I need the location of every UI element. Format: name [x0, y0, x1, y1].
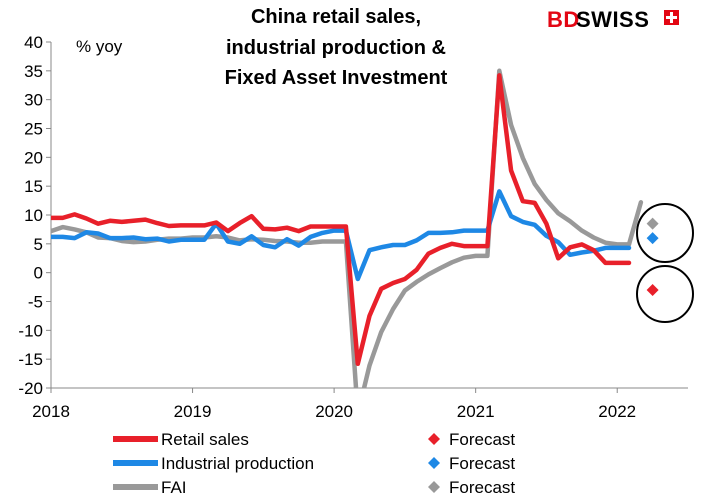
y-tick-label: -10: [18, 321, 43, 340]
forecast-highlight-circle-upper: [636, 203, 694, 263]
legend-item-industrial-production: Industrial production Forecast: [113, 454, 515, 473]
series-line-industrial-production: [51, 189, 632, 282]
legend-item-fai: FAI Forecast: [113, 478, 515, 497]
chart-title: China retail sales, industrial productio…: [225, 6, 448, 89]
series-layer: [51, 68, 644, 388]
legend-forecast-marker-retail-sales: [428, 433, 440, 445]
y-axis-unit-label: % yoy: [76, 37, 123, 56]
x-tick-label: 2021: [457, 402, 495, 421]
forecast-marker-industrial-production: [646, 232, 659, 245]
y-tick-label: -5: [28, 293, 43, 312]
y-tick-label: 5: [34, 235, 43, 254]
y-tick-label: 35: [24, 62, 43, 81]
y-tick-label: 40: [24, 33, 43, 52]
x-tick-label: 2019: [174, 402, 212, 421]
legend-label-fai: FAI: [161, 478, 187, 497]
x-tick-label: 2020: [315, 402, 353, 421]
legend-label-industrial-production: Industrial production: [161, 454, 314, 473]
y-tick-label: 25: [24, 120, 43, 139]
y-tick-label: 20: [24, 148, 43, 167]
y-tick-label: 0: [34, 264, 43, 283]
series-line-retail-sales: [51, 73, 632, 367]
legend-forecast-label-industrial-production: Forecast: [449, 454, 515, 473]
legend: Retail sales Forecast Industrial product…: [113, 430, 515, 497]
legend-forecast-marker-industrial-production: [428, 457, 440, 469]
y-tick-label: 30: [24, 91, 43, 110]
y-tick-label: 10: [24, 206, 43, 225]
y-tick-label: -15: [18, 350, 43, 369]
swiss-cross-icon: [664, 10, 679, 25]
legend-forecast-label-fai: Forecast: [449, 478, 515, 497]
y-tick-label: 15: [24, 177, 43, 196]
y-axis-ticks: -20 -15 -10 -5 0 5 10 15 20 25 30 35 40: [18, 33, 51, 398]
legend-forecast-label-retail-sales: Forecast: [449, 430, 515, 449]
forecast-marker-fai: [646, 217, 659, 230]
x-axis-ticks: 2018 2019 2020 2021 2022: [32, 388, 636, 421]
title-line-3: Fixed Asset Investment: [225, 67, 448, 89]
x-tick-label: 2022: [598, 402, 636, 421]
legend-label-retail-sales: Retail sales: [161, 430, 249, 449]
brand-logo: BD SWISS: [547, 7, 679, 32]
forecast-layer: [646, 217, 659, 296]
logo-text-bd: BD: [547, 7, 580, 32]
legend-forecast-marker-fai: [428, 481, 440, 493]
logo-text-swiss: SWISS: [576, 7, 649, 32]
title-line-2: industrial production &: [226, 37, 446, 59]
x-tick-label: 2018: [32, 402, 70, 421]
title-line-1: China retail sales,: [251, 6, 421, 28]
forecast-marker-retail-sales: [646, 283, 659, 296]
y-tick-label: -20: [18, 379, 43, 398]
legend-item-retail-sales: Retail sales Forecast: [113, 430, 515, 449]
forecast-highlight-circle-lower: [636, 265, 694, 323]
